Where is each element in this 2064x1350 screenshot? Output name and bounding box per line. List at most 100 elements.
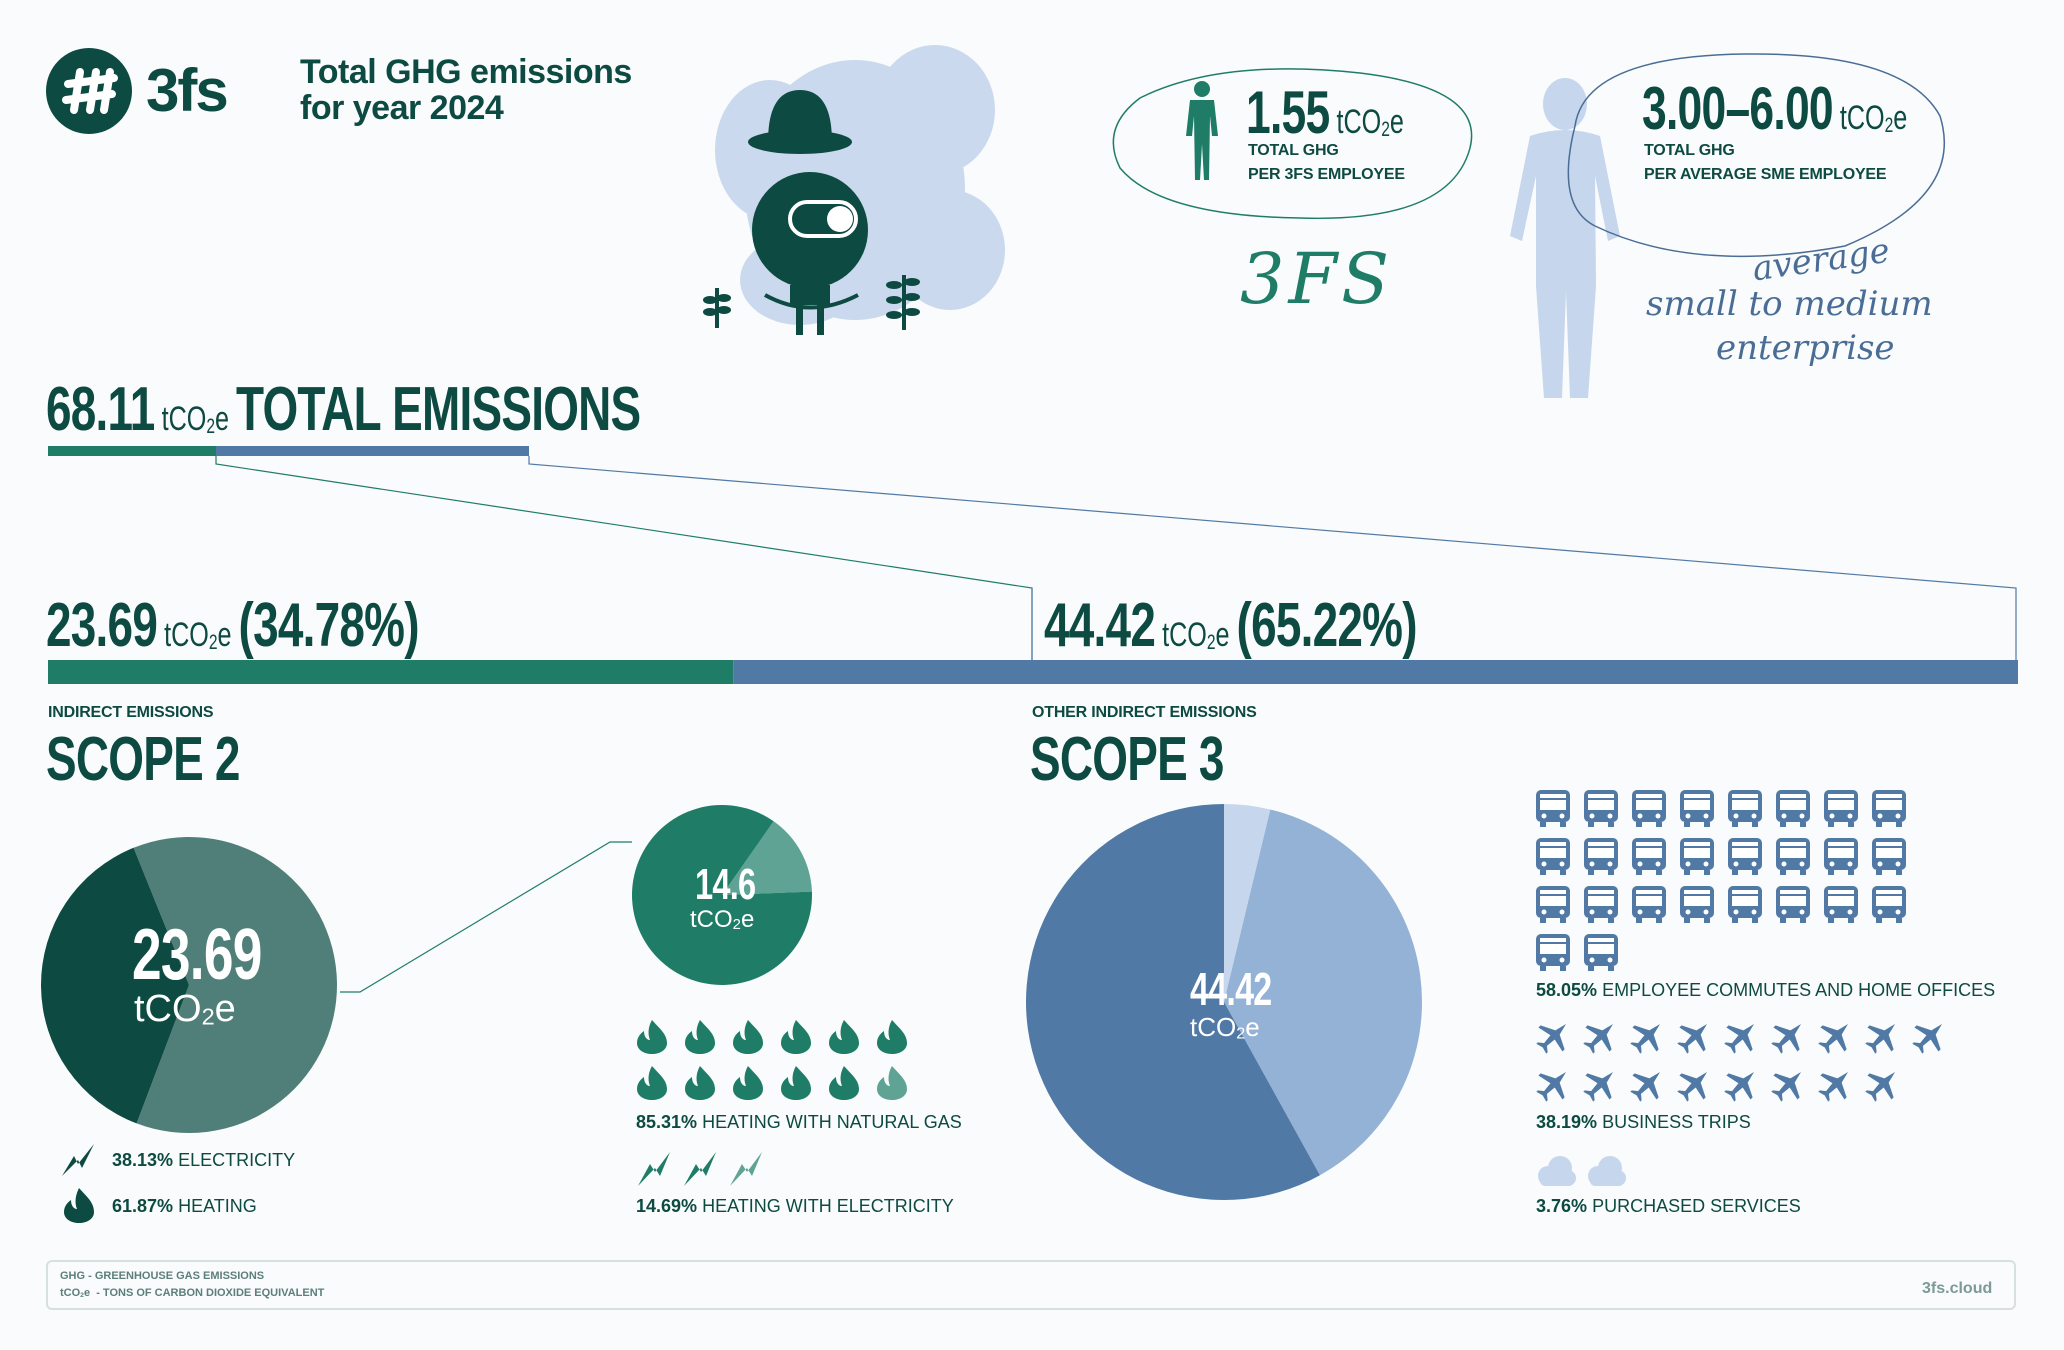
airplane-icon	[1630, 1023, 1661, 1054]
airplane-icon	[1583, 1071, 1614, 1102]
fs-employee-line1: TOTAL GHG	[1248, 142, 1339, 159]
lightning-icon	[684, 1152, 716, 1186]
sme-employee-line1: TOTAL GHG	[1644, 142, 1735, 159]
flame-icon	[829, 1020, 859, 1054]
bus-icon	[1584, 934, 1618, 971]
airplane-icon	[1536, 1071, 1567, 1102]
airplane-icon	[1818, 1023, 1849, 1054]
pie-slice-business-trips	[1224, 809, 1422, 1176]
heating-gas-label: 85.31% HEATING WITH NATURAL GAS	[636, 1112, 962, 1132]
flame-icon	[733, 1020, 763, 1054]
flame-icon	[64, 1188, 94, 1223]
pie-slice-heating-with-natural-gas	[632, 805, 812, 985]
total-label: TOTAL EMISSIONS	[235, 375, 641, 444]
legend-heating: 61.87% HEATING	[112, 1196, 257, 1216]
scope2-heading-value: 23.69 tCO2e (34.78%)	[46, 591, 420, 660]
bus-icon	[1776, 790, 1810, 827]
bus-icon	[1680, 838, 1714, 875]
bus-icon	[1536, 790, 1570, 827]
pie-slice-purchased-services	[1224, 804, 1271, 1002]
footer-site-link[interactable]: 3fs.cloud	[1922, 1280, 1993, 1297]
bus-icon	[1632, 886, 1666, 923]
bar-scope2	[48, 660, 734, 684]
bus-icon	[1872, 790, 1906, 827]
scope3-category: OTHER INDIRECT EMISSIONS	[1032, 704, 1257, 721]
brand-name: 3fs	[146, 57, 229, 124]
electric-heating-icons	[638, 1152, 762, 1186]
hashtag-icon	[62, 68, 118, 114]
bus-icon	[1728, 886, 1762, 923]
bus-icon	[1872, 886, 1906, 923]
bus-icon	[1584, 838, 1618, 875]
page-title-line1: Total GHG emissions	[300, 53, 632, 91]
page-title: Total GHG emissions for year 2024	[300, 54, 632, 126]
scope2-pie-value: 23.69	[132, 915, 262, 995]
footer	[46, 1260, 2016, 1310]
mascot-illustration	[703, 45, 1005, 335]
page-title-line2: for year 2024	[300, 89, 504, 127]
business-trips-label: 38.19% BUSINESS TRIPS	[1536, 1112, 1751, 1132]
scope-split-bar	[48, 660, 2018, 684]
fs-employee-line2: PER 3FS EMPLOYEE	[1248, 166, 1405, 183]
total-emissions-heading: 68.11 tCO2e TOTAL EMISSIONS	[46, 375, 641, 444]
legend-electricity: 38.13% ELECTRICITY	[112, 1150, 296, 1170]
bus-icon	[1776, 886, 1810, 923]
purchased-services-label: 3.76% PURCHASED SERVICES	[1536, 1196, 1801, 1216]
total-bar-scope2	[48, 446, 216, 456]
bus-icon	[1728, 838, 1762, 875]
plant-icon-right	[886, 275, 920, 330]
heating-connector	[340, 841, 632, 993]
heating-pie-value: 14.6	[695, 860, 756, 909]
fs-script-label: 3FS	[1240, 238, 1394, 320]
flame-icon	[877, 1066, 907, 1100]
scope3-pie-unit: tCO2e	[1190, 1012, 1260, 1043]
airplane-icon	[1771, 1071, 1802, 1102]
airplane-icon	[1818, 1071, 1849, 1102]
total-bar-scope3	[216, 446, 529, 456]
bus-icon	[1536, 934, 1570, 971]
bus-icon	[1776, 838, 1810, 875]
cloud-icon	[1538, 1156, 1576, 1186]
gas-flame-icons	[637, 1020, 907, 1100]
commutes-label: 58.05% EMPLOYEE COMMUTES AND HOME OFFICE…	[1536, 980, 1996, 1000]
bus-icon	[1872, 838, 1906, 875]
bus-icon	[1584, 790, 1618, 827]
airplane-icon	[1630, 1071, 1661, 1102]
bus-icon	[1536, 838, 1570, 875]
scope3-pie-value: 44.42	[1190, 963, 1272, 1015]
cloud-icons	[1538, 1156, 1626, 1186]
connector-lines	[215, 456, 2017, 660]
scope3-pie	[1026, 804, 1422, 1200]
airplane-icon	[1536, 1023, 1567, 1054]
airplane-icon	[1583, 1023, 1614, 1054]
cloud-icon	[1588, 1156, 1626, 1186]
fs-employee-ellipse	[1112, 68, 1473, 220]
sme-employee-line2: PER AVERAGE SME EMPLOYEE	[1644, 166, 1887, 183]
flame-icon	[685, 1066, 715, 1100]
bus-icon	[1632, 838, 1666, 875]
heating-pie	[632, 805, 812, 985]
sme-script-line2: small to medium	[1646, 284, 1933, 324]
footer-ghg-definition: GHG - GREENHOUSE GAS EMISSIONS	[60, 1270, 265, 1282]
flame-icon	[637, 1020, 667, 1054]
heating-electricity-label: 14.69% HEATING WITH ELECTRICITY	[636, 1196, 954, 1216]
scope2-title: SCOPE 2	[46, 725, 240, 794]
bus-icons	[1536, 790, 1906, 971]
airplane-icon	[1677, 1023, 1708, 1054]
bus-icon	[1824, 838, 1858, 875]
bus-icon	[1824, 886, 1858, 923]
bus-icon	[1728, 790, 1762, 827]
pie-slice-heating	[133, 837, 337, 1133]
sme-script-line3: enterprise	[1716, 328, 1895, 368]
bus-icon	[1632, 790, 1666, 827]
brand-logo	[46, 48, 132, 134]
flame-icon	[685, 1020, 715, 1054]
bus-icon	[1584, 886, 1618, 923]
bar-scope3	[733, 660, 2018, 684]
flame-icon	[781, 1066, 811, 1100]
airplane-icon	[1724, 1023, 1755, 1054]
lightning-icon	[638, 1152, 670, 1186]
scope2-pie-unit: tCO2e	[134, 988, 236, 1030]
flame-icon	[637, 1066, 667, 1100]
total-value: 68.11	[46, 375, 155, 444]
